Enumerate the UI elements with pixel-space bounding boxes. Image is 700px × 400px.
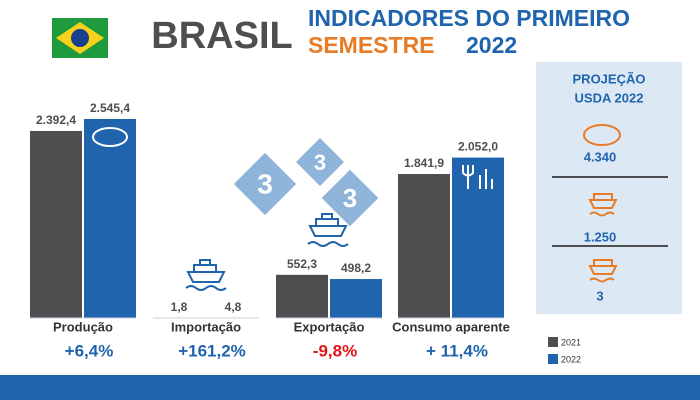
value-label: 2.392,4	[36, 113, 76, 127]
bar	[452, 157, 504, 318]
change-label: + 11,4%	[426, 341, 488, 360]
ship-icon	[307, 213, 349, 247]
bar	[398, 173, 450, 318]
change-label: +6,4%	[65, 341, 114, 360]
category-label: Exportação	[294, 319, 365, 334]
category-label: Importação	[171, 319, 241, 334]
value-label: 498,2	[341, 261, 371, 275]
badge-number: 3	[314, 150, 326, 175]
projection-panel	[536, 62, 682, 314]
food-icon	[462, 165, 493, 189]
bar	[84, 119, 136, 318]
change-label: +161,2%	[178, 341, 246, 360]
legend-swatch	[548, 337, 558, 347]
value-label: 552,3	[287, 257, 317, 271]
flag	[52, 18, 108, 58]
value-label: 1,8	[171, 300, 188, 314]
value-label: 1.841,9	[404, 156, 444, 170]
badge-number: 3	[343, 183, 357, 213]
category-label: Produção	[53, 319, 113, 334]
footer-band	[0, 375, 700, 400]
category-label: Consumo aparente	[392, 319, 510, 334]
subtitle-line: INDICADORES DO PRIMEIRO	[308, 5, 630, 31]
meat-icon	[583, 124, 621, 146]
badge-number: 3	[257, 168, 273, 199]
projection-title: USDA 2022	[575, 90, 644, 105]
ship-icon	[588, 193, 618, 217]
bar	[30, 130, 82, 318]
legend-label: 2021	[561, 337, 581, 347]
value-label: 2.545,4	[90, 101, 130, 115]
bar	[330, 279, 382, 318]
subtitle-word: SEMESTRE	[308, 32, 435, 58]
projection-item: 1.250	[584, 229, 617, 244]
legend-label: 2022	[561, 354, 581, 364]
ship-icon	[588, 259, 618, 283]
projection-title: PROJEÇÃO	[573, 71, 646, 86]
meat-icon	[92, 127, 128, 147]
legend-swatch	[548, 354, 558, 364]
projection-item: 3	[596, 288, 603, 303]
value-label: 4,8	[225, 300, 242, 314]
bar	[276, 274, 328, 318]
change-label: -9,8%	[313, 341, 357, 360]
subtitle-year: 2022	[466, 32, 517, 58]
title: BRASIL	[151, 15, 292, 57]
ship-icon	[185, 259, 227, 291]
projection-item: 4.340	[584, 149, 617, 164]
value-label: 2.052,0	[458, 140, 498, 154]
